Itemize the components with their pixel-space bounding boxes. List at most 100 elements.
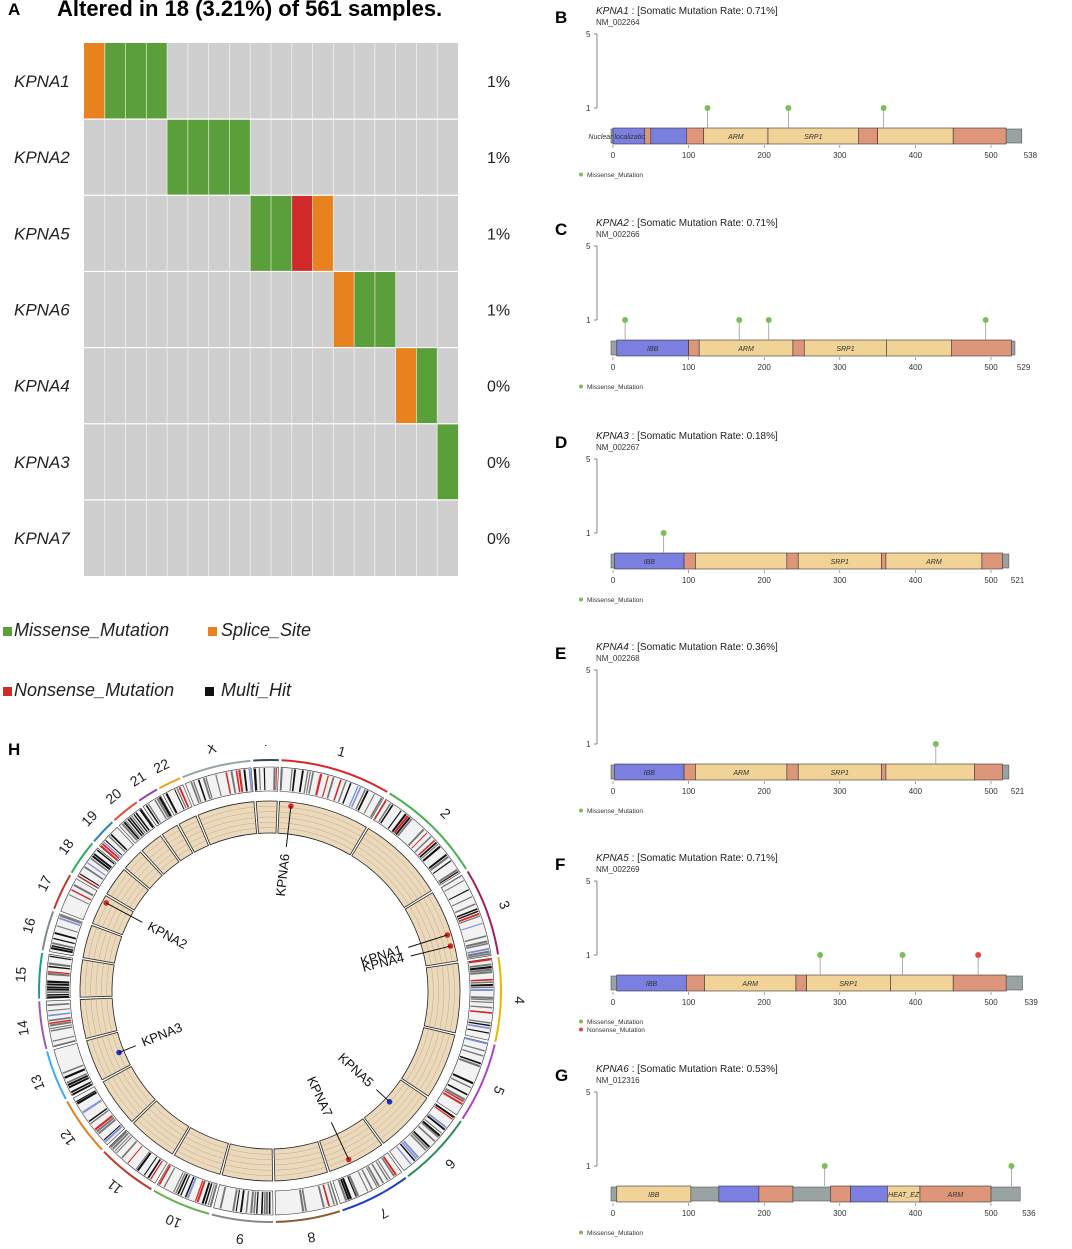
ideogram-band (422, 845, 441, 862)
ideogram-band (280, 768, 283, 791)
legend-multihit-swatch (205, 687, 214, 696)
y-tick-label: 5 (586, 666, 591, 675)
ideogram-band (468, 1023, 490, 1030)
ideogram-band (201, 1182, 211, 1204)
ideogram-band (103, 1124, 121, 1141)
ideogram-band (445, 1088, 466, 1101)
ideogram-band (91, 855, 111, 871)
ideogram-band (350, 786, 362, 808)
ideogram-band (156, 797, 170, 818)
inner-track-gridline (274, 1156, 323, 1166)
chromosome-8: 8 (273, 1141, 341, 1246)
domain-label: ARM (737, 346, 754, 353)
ideogram-band (93, 853, 112, 869)
ideogram-band (444, 1090, 465, 1103)
ideogram-band (421, 1122, 439, 1138)
gene-label-kpna2: KPNA2 (14, 148, 70, 167)
ideogram-band (393, 815, 409, 834)
gene-name: KPNA1 (596, 6, 629, 17)
legend-label: Missense_Mutation (587, 384, 643, 391)
ideogram-band (369, 797, 383, 818)
x-tick-label: 0 (611, 576, 616, 585)
ideogram-band (429, 855, 449, 871)
inner-track-gridline (141, 867, 156, 882)
ideogram-band (291, 769, 297, 792)
lollipop-title: KPNA5 : [Somatic Mutation Rate: 0.71%] (596, 853, 778, 864)
ideogram-band (101, 843, 120, 859)
oncoprint-cell-kpna6-14 (374, 271, 396, 348)
inner-track-gridline (137, 863, 152, 879)
ideogram-band (173, 1172, 184, 1193)
ideogram-band (470, 989, 493, 991)
ideogram-band (253, 768, 258, 791)
lollipop-title: KPNA6 : [Somatic Mutation Rate: 0.53%] (596, 1064, 778, 1075)
ideogram-band (109, 1131, 128, 1148)
ideogram-band (147, 803, 161, 823)
ideogram-band (190, 782, 200, 804)
inner-track-gridline (377, 1091, 419, 1135)
ideogram-band (108, 835, 126, 853)
ideogram-band (470, 1000, 493, 1004)
x-tick-label: 300 (833, 1209, 847, 1218)
gene-percent-kpna4: 0% (487, 379, 510, 396)
legend-splice-swatch (208, 627, 217, 636)
mutation-dot (982, 317, 989, 323)
inner-track-gridline (177, 848, 191, 857)
protein-domain (885, 763, 975, 781)
protein-domain (974, 763, 1003, 781)
ideogram-band (470, 971, 493, 975)
x-tick-label: 500 (984, 998, 998, 1007)
ideogram-band (469, 963, 492, 968)
ideogram-band (52, 1035, 75, 1042)
ideogram-band (465, 940, 488, 948)
ideogram-band (143, 1156, 158, 1176)
ideogram-band (411, 832, 428, 849)
inner-track-gridline (106, 998, 113, 1032)
ideogram-band (78, 875, 98, 889)
x-tick-label: 400 (909, 576, 923, 585)
chromosome-15: 15 (12, 952, 115, 999)
inner-track-gridline (116, 1074, 144, 1111)
gene-label: KPNA3 (139, 1020, 184, 1050)
ideogram-band (447, 1083, 468, 1096)
ideogram-band (459, 1055, 482, 1065)
ideogram-band (465, 1037, 487, 1045)
ideogram-band (432, 860, 452, 875)
inner-track-gridline (439, 965, 445, 1030)
gene-label-kpna4: KPNA4 (14, 377, 70, 396)
ideogram-band (76, 1090, 96, 1103)
y-tick-label: 1 (586, 951, 591, 960)
ideogram-band (420, 843, 439, 860)
ideogram-band (470, 986, 493, 989)
inner-track-gridline (148, 1108, 184, 1136)
ideogram-band (47, 972, 70, 977)
chromosome-label: X (205, 745, 218, 757)
ideogram-band (424, 1118, 443, 1134)
ideogram-band (301, 1189, 307, 1212)
chromosome-11: 11 (103, 1100, 190, 1198)
oncoprint-cell-kpna1-2 (125, 43, 147, 120)
x-length-label: 538 (1024, 151, 1038, 160)
ideogram-band (348, 785, 359, 807)
ideogram-band (456, 908, 478, 918)
oncoprint-title: Altered in 18 (3.21%) of 561 samples. (57, 0, 443, 21)
inner-track-gridline (423, 898, 448, 963)
ideogram-band (442, 1092, 463, 1106)
x-tick-label: 200 (758, 151, 772, 160)
inner-track-gridline (117, 908, 129, 933)
ideogram-band (49, 1019, 72, 1025)
ideogram-band (470, 1005, 493, 1009)
protein-domain (952, 127, 1007, 145)
gene-dot (103, 900, 109, 906)
ideogram-band (422, 1120, 441, 1137)
ideogram-band (72, 1083, 93, 1096)
inner-track-gridline (95, 998, 102, 1035)
ideogram-band (47, 986, 70, 989)
mutation-dot (975, 952, 982, 958)
ideogram-band (48, 1016, 71, 1022)
legend-nonsense-label: Nonsense_Mutation (14, 680, 175, 700)
ideogram-band (230, 771, 237, 794)
inner-track-gridline (112, 906, 125, 932)
ideogram-band (303, 771, 309, 794)
oncoprint-cell-kpna1-3 (146, 43, 168, 120)
